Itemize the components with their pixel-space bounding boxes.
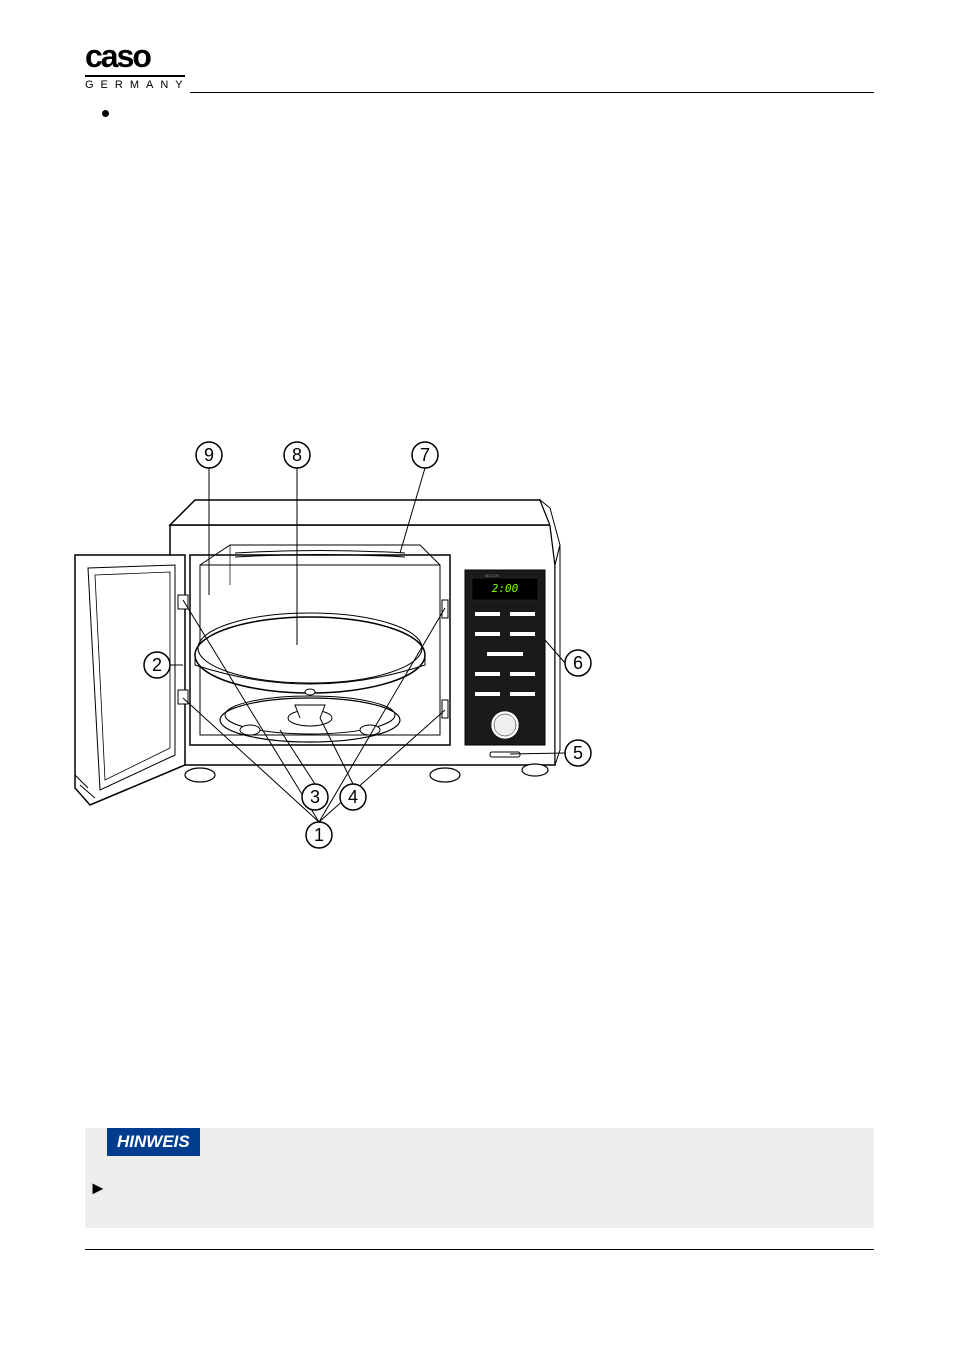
microwave-body: 2:00 MCG25 [75, 500, 560, 805]
callout-3: 3 [302, 784, 328, 810]
callout-5: 5 [565, 740, 591, 766]
callout-9: 9 [196, 442, 222, 468]
microwave-diagram: 2:00 MCG25 [75, 430, 605, 850]
svg-text:7: 7 [420, 445, 430, 465]
callout-8: 8 [284, 442, 310, 468]
bullet-point [102, 110, 109, 117]
svg-text:6: 6 [573, 653, 583, 673]
callout-7: 7 [412, 442, 438, 468]
hinweis-label: HINWEIS [107, 1128, 200, 1156]
callout-2: 2 [144, 652, 170, 678]
logo-subtitle: GERMANY [85, 79, 190, 91]
callout-1: 1 [306, 822, 332, 848]
callout-4: 4 [340, 784, 366, 810]
hinweis-box: HINWEIS [85, 1128, 874, 1228]
svg-text:4: 4 [348, 787, 358, 807]
header-rule [190, 92, 874, 93]
logo-brand-text: caso [85, 38, 190, 75]
svg-text:5: 5 [573, 743, 583, 763]
svg-text:8: 8 [292, 445, 302, 465]
footer-rule [85, 1249, 874, 1250]
callout-6: 6 [565, 650, 591, 676]
logo-divider [85, 75, 185, 77]
brand-logo: caso GERMANY [85, 38, 190, 91]
svg-text:3: 3 [310, 787, 320, 807]
svg-text:2: 2 [152, 655, 162, 675]
svg-text:MCG25: MCG25 [485, 573, 500, 578]
svg-text:9: 9 [204, 445, 214, 465]
svg-text:1: 1 [314, 825, 324, 845]
svg-text:2:00: 2:00 [492, 582, 519, 595]
arrow-icon: ► [89, 1178, 107, 1199]
